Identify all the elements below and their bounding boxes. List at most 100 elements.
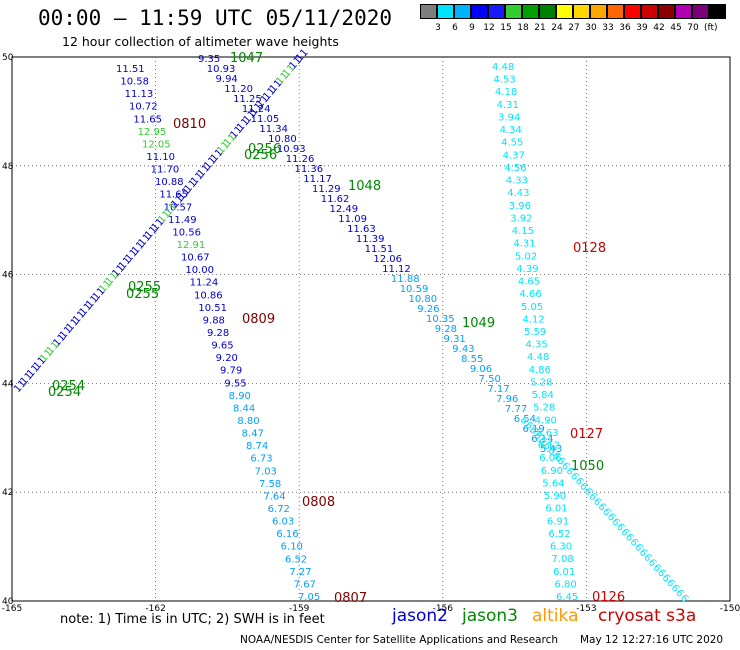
- dense-track-mark: 6: [605, 511, 618, 523]
- swh-value-track-c: 5.64: [542, 478, 564, 489]
- swh-value-track-c: 4.35: [526, 340, 548, 351]
- swh-value-track-a: 11.29: [312, 184, 341, 195]
- swh-value-track-c: 5.02: [515, 251, 537, 262]
- swh-value-track-a: 6.19: [522, 424, 544, 435]
- swh-value-track-b: 9.28: [207, 328, 229, 339]
- scale-label: 70: [687, 23, 699, 33]
- swh-value-track-b: 7.05: [298, 592, 320, 603]
- swh-value-track-c: 5.28: [533, 403, 555, 414]
- lon-tick-label: -150: [720, 604, 740, 614]
- dense-track-mark: 6: [641, 552, 654, 564]
- swh-value-track-b: 8.74: [246, 441, 268, 452]
- scale-label: 21: [534, 23, 546, 33]
- swh-value-track-b: 11.10: [146, 152, 175, 163]
- swh-value-track-a: 11.24: [242, 104, 271, 115]
- swh-value-track-b: 11.51: [116, 64, 145, 75]
- dense-track-mark: 6: [646, 557, 659, 569]
- swh-value-track-c: 5.59: [524, 327, 546, 338]
- dense-track-mark: 6: [527, 425, 540, 437]
- swh-value-track-b: 10.72: [129, 102, 158, 113]
- pass-time-label: 0126: [592, 590, 625, 605]
- swh-value-track-a: 7.96: [496, 394, 518, 405]
- scale-swatch: [709, 4, 726, 19]
- credit-line: NOAA/NESDIS Center for Satellite Applica…: [240, 634, 558, 646]
- swh-value-track-b: 8.90: [229, 391, 251, 402]
- swh-value-track-c: 6.01: [553, 567, 575, 578]
- swh-value-track-c: 4.65: [518, 277, 540, 288]
- scale-label: 12: [483, 23, 495, 33]
- pass-time-label: 0808: [302, 495, 335, 510]
- swh-value-track-b: 10.00: [185, 265, 214, 276]
- lon-tick-label: -162: [145, 604, 165, 614]
- swh-value-track-b: 6.03: [272, 517, 294, 528]
- swh-value-track-b: 7.67: [294, 579, 316, 590]
- swh-value-track-a: 11.88: [391, 274, 420, 285]
- swh-value-track-a: 5.43: [540, 444, 562, 455]
- footnote: note: 1) Time is in UTC; 2) SWH is in fe…: [60, 612, 325, 627]
- swh-value-track-a: 9.26: [417, 304, 439, 315]
- altimeter-tracks: 9.3510.939.9411.2011.2511.2411.0511.3410…: [12, 47, 690, 605]
- scale-label: 6: [452, 23, 458, 33]
- swh-value-track-b: 12.95: [138, 127, 167, 138]
- swh-value-track-c: 5.28: [530, 377, 552, 388]
- pass-time-label: 0809: [242, 312, 275, 327]
- swh-value-track-a: 11.12: [382, 264, 411, 275]
- generated-timestamp: May 12 12:27:16 UTC 2020: [580, 634, 724, 646]
- scale-label: 39: [636, 23, 648, 33]
- scale-label: 24: [551, 23, 563, 33]
- swh-value-track-b: 11.65: [133, 114, 162, 125]
- swh-value-track-a: 9.31: [444, 334, 466, 345]
- pass-time-label: 0254: [48, 385, 81, 400]
- swh-value-track-c: 4.86: [529, 365, 551, 376]
- dense-track-mark: 6: [582, 486, 595, 498]
- lat-tick-label: 40: [2, 597, 14, 607]
- swh-value-track-a: 10.80: [268, 134, 297, 145]
- swh-value-track-c: 4.48: [527, 352, 549, 363]
- dense-track-mark: 6: [650, 562, 663, 574]
- swh-value-track-a: 7.50: [479, 374, 501, 385]
- legend-jason3: jason3: [462, 606, 518, 626]
- pass-time-label: 0255: [126, 287, 159, 302]
- dense-track-mark: 6: [559, 461, 572, 473]
- swh-value-track-c: 6.80: [554, 579, 576, 590]
- swh-value-track-b: 12.05: [142, 139, 171, 150]
- pass-time-label: 1049: [462, 316, 495, 331]
- dense-track-mark: 6: [518, 415, 531, 427]
- dense-track-mark: 6: [595, 501, 608, 513]
- swh-value-track-a: 9.28: [435, 324, 457, 335]
- scale-swatch: [539, 4, 556, 19]
- scale-swatch: [607, 4, 624, 19]
- dense-track-mark: 6: [632, 542, 645, 554]
- scale-swatch: [505, 4, 522, 19]
- scale-label: 36: [619, 23, 631, 33]
- scale-label: 33: [602, 23, 614, 33]
- swh-value-track-c: 3.94: [498, 112, 520, 123]
- pass-time-label: 0256: [248, 142, 281, 157]
- swh-value-track-a: 8.55: [461, 354, 483, 365]
- dense-track-mark: 6: [550, 450, 563, 462]
- swh-value-track-a: 11.25: [233, 94, 262, 105]
- swh-value-track-c: 4.34: [500, 125, 522, 136]
- swh-value-track-a: 11.26: [286, 154, 315, 165]
- dense-track-mark: 6: [541, 440, 554, 452]
- swh-value-track-c: 4.39: [516, 264, 538, 275]
- lon-tick-label: -153: [576, 604, 596, 614]
- dense-track-mark: 6: [554, 456, 567, 468]
- swh-value-track-b: 11.24: [190, 278, 219, 289]
- swh-value-track-c: 6.12: [538, 441, 560, 452]
- swh-value-track-b: 10.86: [194, 290, 223, 301]
- swh-value-track-a: 11.36: [294, 164, 323, 175]
- scale-swatch: [488, 4, 505, 19]
- dense-track-mark: 6: [591, 496, 604, 508]
- swh-value-track-c: 4.43: [507, 188, 529, 199]
- swh-value-track-a: 7.17: [487, 384, 509, 395]
- pass-time-label: 0127: [570, 427, 603, 442]
- scale-label: 45: [670, 23, 682, 33]
- pass-time-label: 0254: [52, 379, 85, 394]
- lon-tick-label: -165: [2, 604, 22, 614]
- swh-value-track-c: 6.01: [545, 504, 567, 515]
- swh-value-track-c: 4.55: [501, 138, 523, 149]
- swh-value-track-c: 7.08: [551, 554, 573, 565]
- pass-time-label: 1048: [348, 179, 381, 194]
